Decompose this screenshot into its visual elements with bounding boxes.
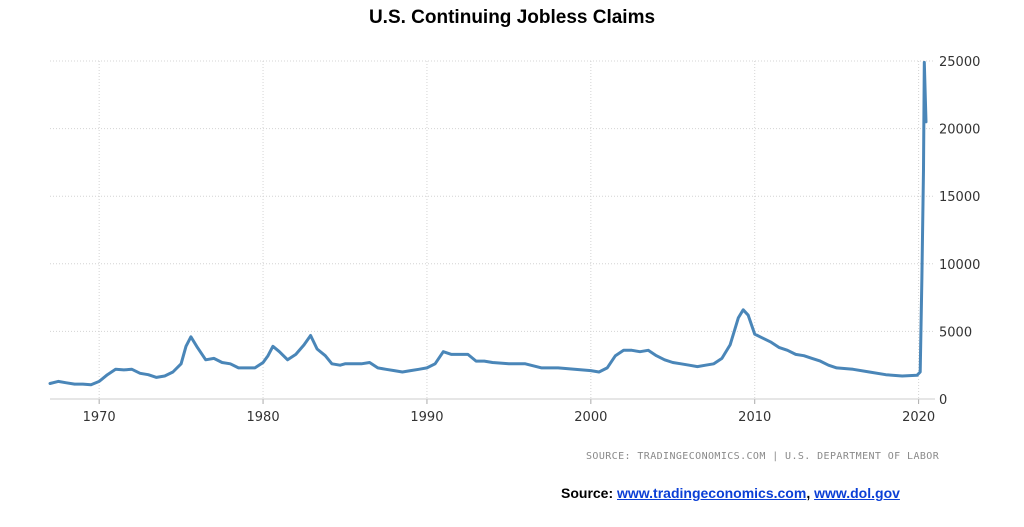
x-tick-label: 2010 (738, 410, 771, 425)
tradingeconomics-link[interactable]: www.tradingeconomics.com (617, 485, 807, 501)
x-tick-label: 2020 (902, 410, 935, 425)
x-tick-label: 1980 (247, 410, 280, 425)
source-label: Source: (561, 485, 614, 501)
grid-lines (50, 60, 935, 404)
x-tick-label: 1990 (410, 410, 443, 425)
y-tick-label: 15000 (939, 190, 980, 205)
chart-title: U.S. Continuing Jobless Claims (368, 7, 656, 28)
source-line: Source: www.tradingeconomics.com, www.do… (561, 485, 1021, 501)
y-tick-label: 10000 (939, 258, 980, 273)
source-separator: , (806, 485, 811, 501)
y-tick-label: 20000 (939, 123, 980, 138)
x-tick-label: 1970 (83, 410, 116, 425)
y-tick-label: 25000 (939, 55, 980, 70)
continuing-claims-line (48, 60, 928, 387)
x-tick-labels: 1970 1980 1990 2000 2010 2020 (83, 410, 936, 425)
y-tick-labels: 0 5000 10000 15000 20000 25000 (939, 55, 980, 408)
y-tick-label: 0 (939, 393, 947, 408)
chart-source-note: SOURCE: TRADINGECONOMICS.COM | U.S. DEPA… (586, 451, 940, 462)
y-tick-label: 5000 (939, 325, 972, 340)
dol-link[interactable]: www.dol.gov (814, 485, 900, 501)
x-tick-label: 2000 (574, 410, 607, 425)
